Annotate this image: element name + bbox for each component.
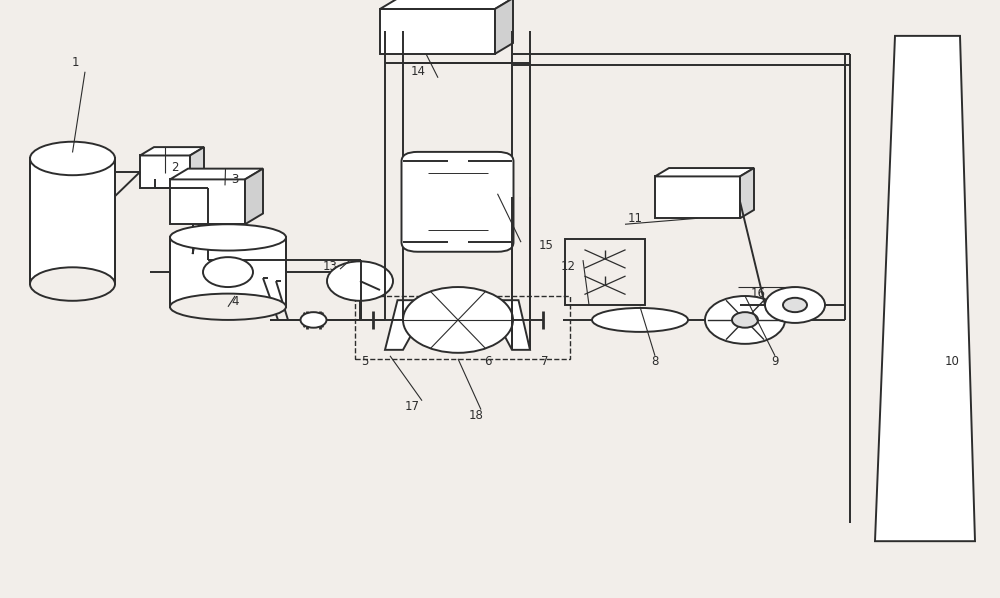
- Ellipse shape: [170, 224, 286, 251]
- Text: 11: 11: [628, 212, 642, 225]
- Text: 16: 16: [750, 286, 766, 300]
- Polygon shape: [385, 300, 430, 350]
- Polygon shape: [486, 300, 530, 350]
- Ellipse shape: [170, 294, 286, 320]
- Bar: [380, 9, 495, 54]
- Circle shape: [403, 287, 513, 353]
- Polygon shape: [495, 0, 513, 54]
- Circle shape: [783, 298, 807, 312]
- Text: 7: 7: [541, 355, 549, 368]
- Text: 12: 12: [560, 260, 576, 273]
- Ellipse shape: [592, 308, 688, 332]
- Polygon shape: [875, 36, 975, 541]
- Text: 14: 14: [411, 65, 426, 78]
- Text: 10: 10: [945, 355, 959, 368]
- Text: 17: 17: [404, 400, 420, 413]
- Bar: [140, 155, 190, 188]
- Ellipse shape: [30, 142, 115, 175]
- Bar: [170, 179, 245, 224]
- FancyBboxPatch shape: [402, 152, 514, 252]
- Text: 18: 18: [469, 409, 483, 422]
- Bar: [355, 296, 570, 359]
- Circle shape: [705, 296, 785, 344]
- Text: 1: 1: [71, 56, 79, 69]
- Circle shape: [203, 257, 253, 287]
- Polygon shape: [740, 168, 754, 218]
- Text: 13: 13: [323, 260, 337, 273]
- Text: 15: 15: [539, 239, 553, 252]
- Circle shape: [327, 261, 393, 301]
- Polygon shape: [380, 0, 513, 9]
- Circle shape: [300, 312, 326, 328]
- Text: 5: 5: [361, 355, 369, 368]
- Circle shape: [765, 287, 825, 323]
- Ellipse shape: [30, 267, 115, 301]
- Polygon shape: [190, 147, 204, 188]
- Text: 2: 2: [171, 161, 179, 174]
- Polygon shape: [245, 169, 263, 224]
- Bar: [565, 239, 645, 305]
- Text: 6: 6: [484, 355, 492, 368]
- Text: 9: 9: [771, 355, 779, 368]
- Polygon shape: [140, 147, 204, 155]
- Polygon shape: [655, 168, 754, 176]
- Text: 3: 3: [231, 173, 239, 186]
- Bar: [170, 237, 286, 307]
- Text: 4: 4: [231, 295, 239, 309]
- Circle shape: [732, 312, 758, 328]
- Bar: [30, 158, 115, 284]
- Bar: [655, 176, 740, 218]
- Text: 8: 8: [651, 355, 659, 368]
- Polygon shape: [170, 169, 263, 179]
